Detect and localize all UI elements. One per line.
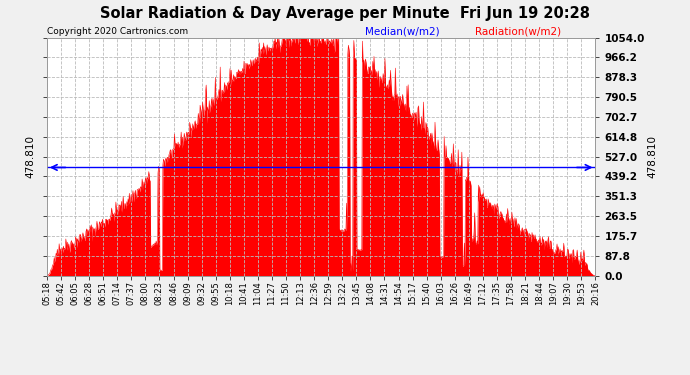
Y-axis label: 478.810: 478.810	[648, 135, 658, 178]
Y-axis label: 478.810: 478.810	[25, 135, 35, 178]
Text: Solar Radiation & Day Average per Minute  Fri Jun 19 20:28: Solar Radiation & Day Average per Minute…	[100, 6, 590, 21]
Text: Median(w/m2): Median(w/m2)	[365, 26, 440, 36]
Text: Copyright 2020 Cartronics.com: Copyright 2020 Cartronics.com	[47, 27, 188, 36]
Text: Radiation(w/m2): Radiation(w/m2)	[475, 26, 561, 36]
